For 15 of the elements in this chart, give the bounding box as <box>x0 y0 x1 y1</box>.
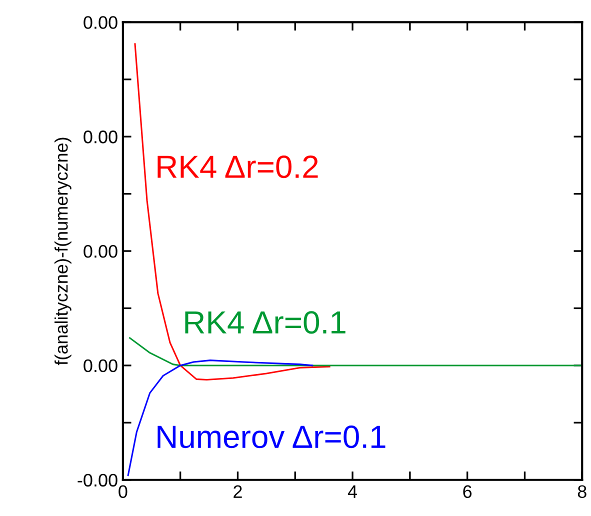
series-label: Numerov Δr=0.1 <box>158 426 386 448</box>
series-label: RK4 Δr=0.2 <box>158 155 318 178</box>
y-axis-title: f(analityczne)-f(numeryczne) <box>54 138 72 366</box>
x-tick-label: 0 <box>118 485 128 498</box>
y-tick-label: 0.00 <box>84 359 118 372</box>
y-tick-label: -0.00 <box>78 474 118 487</box>
x-tick-label: 2 <box>234 485 242 498</box>
y-tick-label: 0.00 <box>84 244 118 258</box>
x-tick-label: 6 <box>463 485 472 498</box>
y-tick-label: 0.00 <box>84 16 118 29</box>
series-label: RK4 Δr=0.1 <box>185 311 346 334</box>
x-tick-label: 4 <box>348 485 358 498</box>
y-tick-label: 0.00 <box>84 130 118 144</box>
line-series <box>129 337 582 366</box>
x-tick-label: 8 <box>578 485 586 498</box>
